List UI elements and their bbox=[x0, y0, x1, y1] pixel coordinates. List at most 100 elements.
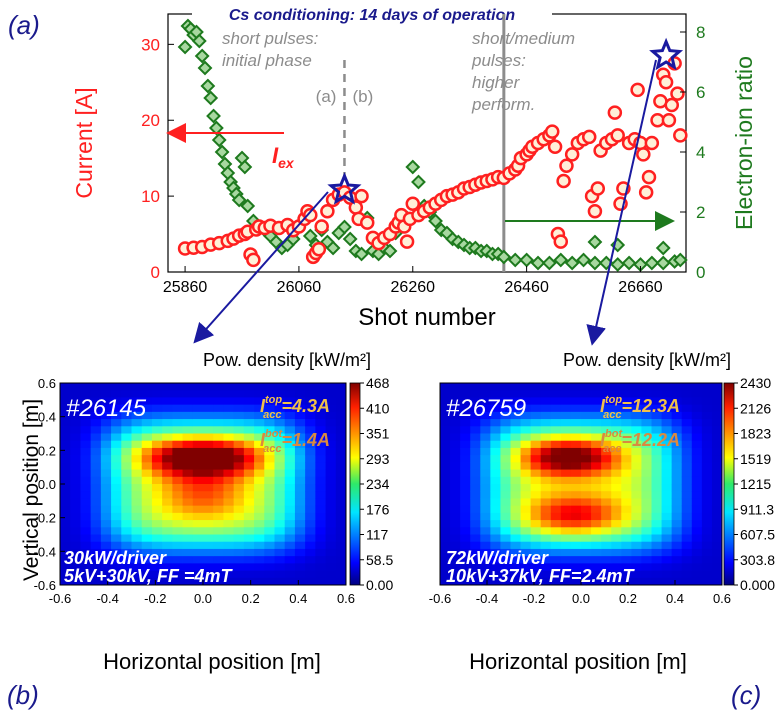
heatmap-cell bbox=[192, 447, 204, 456]
heatmap-cell bbox=[480, 534, 491, 543]
heatmap-cell bbox=[203, 563, 214, 571]
x-axis-title: Shot number bbox=[358, 304, 495, 331]
heatmap-cell bbox=[691, 476, 703, 485]
heatmap-cell bbox=[631, 404, 642, 413]
heatmap-cell bbox=[550, 462, 562, 470]
heatmap-cell bbox=[325, 520, 337, 528]
heatmap-cell bbox=[591, 440, 602, 449]
heatmap-cell bbox=[550, 397, 562, 406]
heatmap-cell bbox=[131, 512, 143, 521]
heatmap-cell bbox=[510, 491, 521, 499]
y2-tick-label: 6 bbox=[696, 83, 705, 102]
heatmap-cell bbox=[470, 570, 481, 579]
heatmap-cell bbox=[70, 527, 81, 535]
heatmap-cell bbox=[490, 419, 501, 427]
heatmap-cell bbox=[460, 498, 471, 507]
heatmap-cell bbox=[100, 383, 112, 391]
heatmap-cell bbox=[284, 527, 296, 535]
heatmap-cell bbox=[70, 548, 81, 557]
heatmap-cell bbox=[681, 411, 693, 420]
current-point bbox=[630, 82, 645, 98]
current-point bbox=[399, 234, 415, 249]
heatmap-cell bbox=[223, 426, 235, 434]
heatmap-cell bbox=[520, 390, 532, 398]
heatmap-cell bbox=[681, 498, 693, 507]
heatmap-cell bbox=[540, 383, 552, 391]
heatmap-cell bbox=[223, 505, 235, 514]
heatmap-cell bbox=[591, 484, 602, 492]
heatmap-cell bbox=[691, 469, 703, 478]
heatmap-cell bbox=[570, 548, 582, 557]
heatmap-cell bbox=[284, 447, 296, 456]
heatmap-cell bbox=[500, 426, 511, 434]
heatmap-cell bbox=[172, 447, 183, 456]
heatmap-cell bbox=[450, 462, 461, 470]
heatmap-cell bbox=[691, 520, 703, 528]
colorbar-tick-label: 58.5 bbox=[366, 552, 393, 568]
heatmap-cell bbox=[284, 563, 296, 571]
heatmap-cell bbox=[90, 426, 102, 434]
heatmap-cell bbox=[460, 411, 471, 420]
heatmap-cell bbox=[233, 447, 245, 456]
heatmap-cell bbox=[223, 520, 235, 528]
heatmap-cell bbox=[641, 541, 652, 550]
heatmap-cell bbox=[182, 491, 194, 499]
heatmap-cell bbox=[510, 433, 521, 442]
heatmap-cell bbox=[621, 476, 632, 485]
heatmap-cell bbox=[480, 469, 491, 478]
ratio-point bbox=[541, 255, 557, 271]
heatmap-cell bbox=[233, 455, 245, 463]
current-point bbox=[670, 86, 685, 101]
heatmap-cell bbox=[480, 426, 491, 434]
heatmap-cell bbox=[182, 469, 194, 478]
heatmap-cell bbox=[530, 491, 542, 499]
x-tick-label: 0.0 bbox=[572, 591, 590, 606]
heatmap-cell bbox=[70, 404, 81, 413]
heatmap-cell bbox=[284, 390, 296, 398]
heatmap-cell bbox=[581, 476, 592, 485]
heatmap-cell bbox=[151, 548, 163, 557]
panel-letter-b: (b) bbox=[7, 680, 39, 710]
heatmap-cell bbox=[243, 447, 255, 456]
heatmap-cell bbox=[233, 577, 245, 586]
heatmap-cell bbox=[450, 440, 461, 449]
current-point bbox=[644, 135, 660, 151]
heatmap-cell bbox=[611, 570, 622, 579]
heatmap-cell bbox=[450, 556, 461, 564]
heatmap-cell bbox=[641, 426, 652, 434]
heatmap-cell bbox=[254, 505, 265, 514]
heatmap-cell bbox=[530, 527, 542, 535]
heatmap-cell bbox=[651, 476, 662, 485]
heatmap-cell bbox=[581, 397, 592, 406]
heatmap-cell bbox=[440, 520, 451, 528]
heatmap-cell bbox=[121, 491, 132, 499]
heatmap-cell bbox=[141, 455, 153, 463]
heatmap-cell bbox=[284, 404, 296, 413]
heatmap-cell bbox=[203, 411, 214, 420]
heatmap-cell bbox=[141, 548, 153, 557]
ratio-point bbox=[200, 78, 216, 94]
heatmap-cell bbox=[100, 570, 112, 579]
heatmap-cell bbox=[621, 577, 632, 586]
heatmap-cell bbox=[213, 426, 224, 434]
heatmap-cell bbox=[460, 527, 471, 535]
heatmap-cell bbox=[601, 462, 612, 470]
ratio-point bbox=[405, 159, 421, 175]
heatmap-cell bbox=[661, 556, 673, 564]
heatmap-cell bbox=[500, 383, 511, 391]
current-point bbox=[303, 207, 318, 223]
heatmap-cell bbox=[315, 541, 326, 550]
heatmap-cell bbox=[254, 397, 265, 406]
heatmap-cell bbox=[581, 419, 592, 427]
heatmap-cell bbox=[264, 520, 275, 528]
heatmap-cell bbox=[691, 397, 703, 406]
heatmap-cell bbox=[335, 534, 347, 543]
heatmap-cell bbox=[530, 512, 542, 521]
heatmap-cell bbox=[274, 455, 286, 463]
heatmap-cell bbox=[550, 512, 562, 521]
heatmap-cell bbox=[510, 440, 521, 449]
heatmap-cell bbox=[651, 484, 662, 492]
heatmap-cell bbox=[335, 520, 347, 528]
panel-letter-a: (a) bbox=[8, 10, 40, 40]
heatmap-cell bbox=[264, 390, 275, 398]
